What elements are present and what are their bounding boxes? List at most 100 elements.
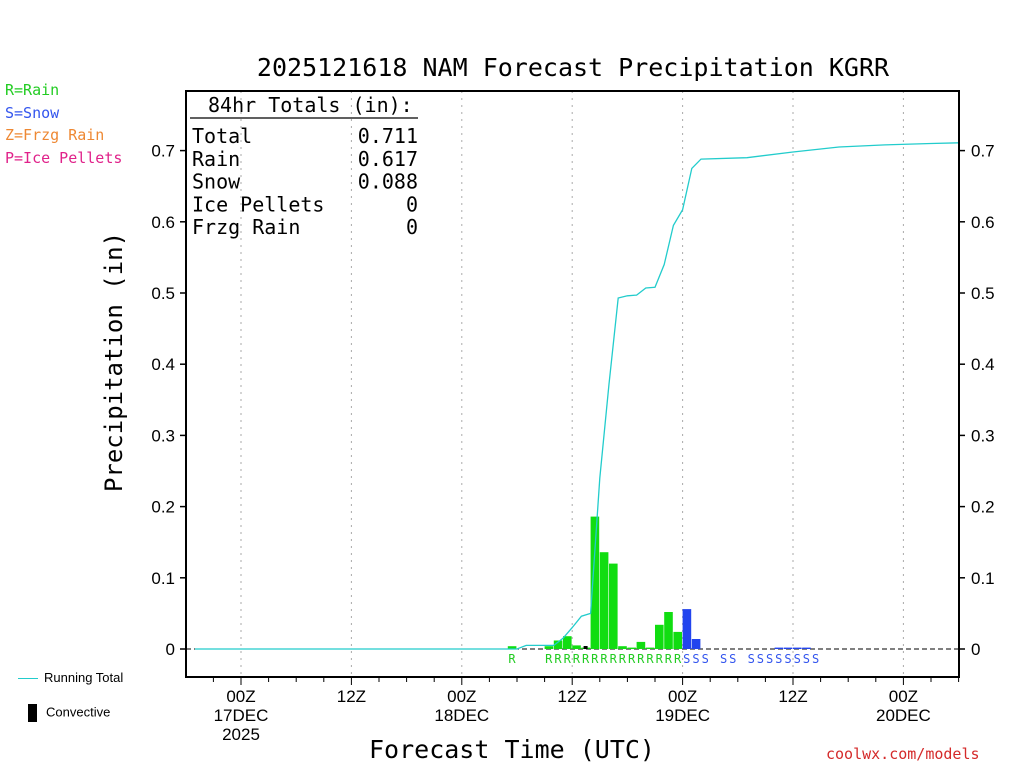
ptype-legend-item: Z=Frzg Rain (5, 126, 105, 144)
y-tick-label: 0 (971, 640, 980, 659)
precip-bar (590, 516, 600, 649)
x-tick-date: 20DEC (876, 706, 931, 725)
precip-bar (682, 609, 692, 649)
ptype-marker: R (591, 652, 599, 666)
y-tick-label: 0.6 (971, 213, 995, 232)
ptype-marker: R (573, 652, 581, 666)
ptype-marker: S (683, 652, 690, 666)
ptype-marker: S (775, 652, 782, 666)
ptype-marker: S (692, 652, 699, 666)
totals-value: 0.711 (358, 124, 418, 148)
running-total-line (195, 142, 960, 650)
totals-label: Total (192, 124, 252, 148)
ptype-marker: S (757, 652, 764, 666)
ptype-marker: R (656, 652, 664, 666)
precip-bar (655, 624, 664, 649)
ptype-marker: S (720, 652, 727, 666)
ptype-marker: S (729, 652, 736, 666)
y-tick-label: 0.6 (151, 213, 175, 232)
precip-bar (793, 647, 802, 649)
ptype-legend-item: P=Ice Pellets (5, 148, 123, 167)
running-total-swatch (18, 678, 38, 680)
vertical-grid-lines (240, 91, 904, 677)
x-tick-year: 2025 (222, 725, 260, 744)
ptype-marker: R (545, 652, 553, 666)
y-tick-label: 0.7 (971, 142, 995, 161)
ptype-marker: R (646, 652, 654, 666)
precip-bar (507, 646, 517, 649)
precip-bar (664, 612, 673, 649)
x-tick-label: 12Z (778, 687, 807, 706)
y-tick-label: 0.2 (971, 498, 995, 517)
precip-bar (636, 641, 646, 649)
precip-bar (802, 647, 811, 649)
convective-legend: Convective (28, 704, 110, 722)
precip-bar (609, 563, 618, 649)
ptype-marker: R (610, 652, 618, 666)
ptype-marker: R (554, 652, 562, 666)
running-total-legend-label: Running Total (44, 670, 124, 685)
y-tick-label: 0.1 (151, 569, 175, 588)
ptype-marker: S (766, 652, 773, 666)
totals-label: Snow (192, 170, 241, 194)
y-tick-label: 0 (166, 640, 175, 659)
totals-label: Ice Pellets (192, 192, 324, 216)
y-tick-label: 0.5 (151, 284, 175, 303)
ptype-marker: R (665, 652, 673, 666)
y-tick-label: 0.7 (151, 142, 175, 161)
precip-bar (618, 646, 627, 649)
ptype-marker: S (748, 652, 755, 666)
totals-value: 0 (406, 192, 418, 216)
y-tick-label: 0.5 (971, 284, 995, 303)
ptype-legend-item: R=Rain (5, 81, 60, 99)
totals-label: Frzg Rain (192, 215, 300, 239)
y-axis-left: 0 0.1 0.2 0.3 0.4 0.5 0.6 0.7 (151, 142, 186, 659)
precip-bars (507, 516, 811, 649)
y-tick-label: 0.3 (151, 426, 175, 445)
y-axis-right: 0 0.1 0.2 0.3 0.4 0.5 0.6 0.7 (959, 142, 995, 659)
totals-value: 0 (406, 215, 418, 239)
convective-legend-label: Convective (46, 704, 111, 720)
precip-bar (774, 647, 784, 649)
y-tick-label: 0.4 (151, 355, 175, 374)
running-total-legend: Running Total (18, 670, 123, 685)
precip-bar (645, 647, 655, 649)
x-tick-date: 17DEC (214, 706, 269, 725)
precip-bar (553, 640, 563, 649)
totals-value: 0.088 (358, 170, 418, 194)
ptype-marker: R (582, 652, 590, 666)
convective-bar (583, 646, 588, 649)
x-tick-label: 00Z (668, 687, 697, 706)
ptype-marker: S (803, 652, 810, 666)
precip-bar (691, 639, 701, 649)
precip-bar (544, 646, 554, 649)
precip-bar (599, 552, 609, 649)
convective-swatch (28, 704, 37, 722)
ptype-marker: S (702, 652, 709, 666)
precip-bar (572, 645, 581, 649)
x-axis-label: Forecast Time (UTC) (369, 735, 655, 764)
x-tick-label: 00Z (889, 687, 918, 706)
ptype-marker: R (619, 652, 627, 666)
totals-rows: Total 0.711 Rain 0.617 Snow 0.088 Ice Pellets 0… (192, 124, 418, 239)
ptype-marker: R (600, 652, 608, 666)
y-tick-label: 0.2 (151, 498, 175, 517)
precip-bar (673, 631, 682, 649)
convective-bars (583, 646, 588, 649)
totals-value: 0.617 (358, 147, 418, 171)
x-tick-label: 00Z (226, 687, 255, 706)
ptype-marker: S (794, 652, 801, 666)
x-tick-label: 00Z (447, 687, 476, 706)
x-tick-date: 19DEC (655, 706, 710, 725)
totals-label: Rain (192, 147, 240, 171)
y-tick-label: 0.3 (971, 426, 995, 445)
y-tick-label: 0.4 (971, 355, 995, 374)
ptype-marker: S (784, 652, 791, 666)
running-total-polyline (195, 142, 960, 650)
x-tick-label: 12Z (558, 687, 587, 706)
y-axis-label: Precipitation (in) (100, 232, 128, 492)
ptype-marker: R (508, 652, 516, 666)
